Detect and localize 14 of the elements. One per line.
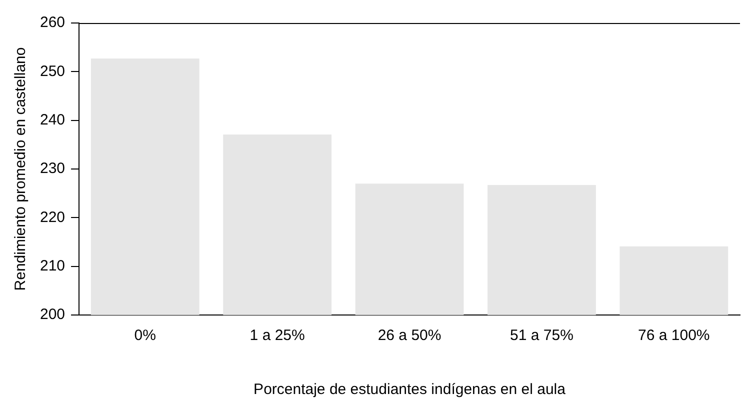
y-tick-label: 240 [40, 111, 66, 128]
y-tick-label: 210 [40, 257, 66, 274]
y-tick-label: 230 [40, 160, 66, 178]
x-tick-label: 1 a 25% [250, 327, 305, 344]
y-tick-label: 250 [40, 62, 66, 80]
x-tick-label: 0% [134, 327, 156, 344]
y-tick-label: 260 [40, 14, 66, 32]
y-tick-label: 220 [40, 208, 66, 226]
y-tick-label: 200 [40, 306, 66, 324]
x-tick-label: 76 a 100% [638, 327, 710, 344]
y-axis-title: Rendimiento promedio en castellano [12, 47, 30, 291]
x-tick-label: 26 a 50% [378, 327, 442, 344]
x-axis-title: Porcentaje de estudiantes indígenas en el aula [254, 381, 566, 398]
x-tick-label: 51 a 75% [510, 327, 574, 344]
